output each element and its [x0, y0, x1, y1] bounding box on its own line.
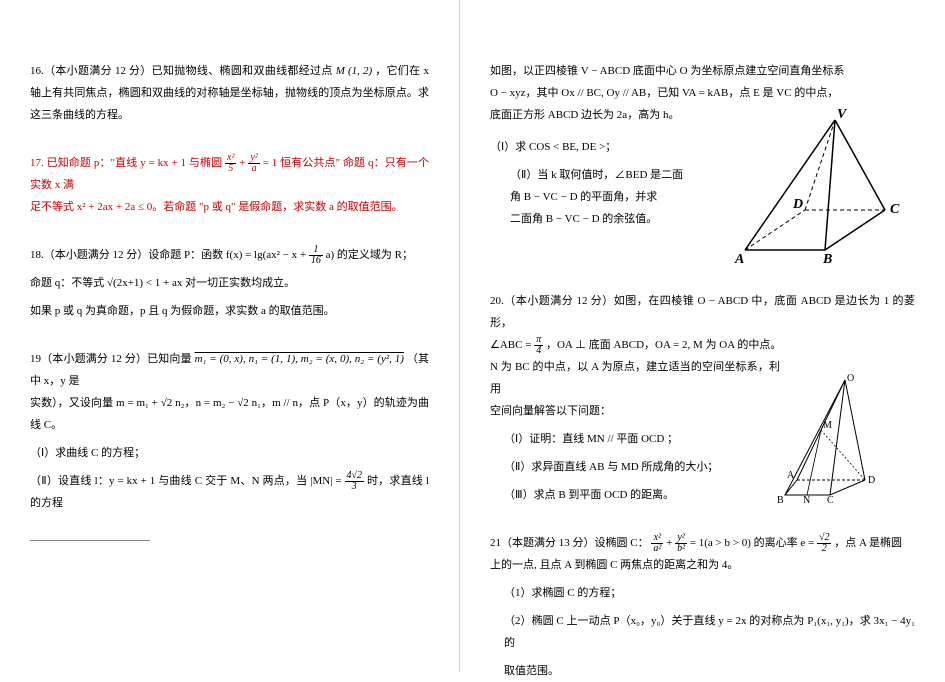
question-21: 21（本题满分 13 分）设椭圆 C： x² a² + y² b² = 1(a …: [490, 532, 915, 682]
lbl-o: O: [847, 373, 854, 384]
q20-line2: ∠ABC = π 4 ，OA ⊥ 底面 ABCD，OA = 2, M 为 OA …: [490, 334, 915, 356]
pyramid-oabcd-figure: O A B C D M N: [775, 375, 905, 505]
q17-text-a: 17. 已知命题 p："直线 y = kx + 1 与椭圆: [30, 157, 225, 169]
q18-frac: 1 16: [309, 245, 323, 266]
question-17: 17. 已知命题 p："直线 y = kx + 1 与椭圆 x² 5 + y² …: [30, 152, 429, 218]
q21-i: （1）求椭圆 C 的方程；: [490, 582, 915, 604]
q17-frac1-den: 5: [225, 164, 236, 174]
q19-i: （Ⅰ）求曲线 C 的方程；: [30, 442, 429, 464]
q17-frac2-den: a: [248, 164, 259, 174]
q16-text-a: 16.（本小题满分 12 分）已知抛物线、椭圆和双曲线都经过点: [30, 65, 336, 77]
q20-frac-den: 4: [534, 346, 543, 356]
edge-vc: [835, 120, 885, 210]
q19-prefix: 19（本小题满分 12 分）已知向量: [30, 353, 195, 365]
lbl-c: C: [827, 495, 834, 506]
edge-va: [745, 120, 835, 250]
q20-frac: π 4: [534, 335, 543, 356]
q17-frac2: y² a: [248, 153, 259, 174]
edge-ad-dashed: [745, 210, 805, 250]
q20-line3: N 为 BC 的中点，以 A 为原点，建立适当的空间坐标系，利用: [490, 356, 780, 400]
label-v: V: [837, 107, 848, 122]
lbl-n: N: [803, 495, 810, 506]
question-18: 18.（本小题满分 12 分）设命题 P：函数 f(x) = lg(ax² − …: [30, 244, 429, 322]
intro-i-text: （Ⅰ）求 COS < BE, DE >；: [490, 141, 616, 153]
q20-line2-a: ∠ABC =: [490, 339, 534, 351]
q17-plus: +: [239, 157, 248, 169]
left-footer-rule: [30, 540, 150, 541]
q18-qline: 命题 q：不等式 √(2x+1) < 1 + ax 对一切正实数均成立。: [30, 272, 429, 294]
intro-ii: （Ⅱ）当 k 取何值时，∠BED 是二面 角 B − VC − D 的平面角，并…: [490, 164, 690, 230]
q21-line2: 上的一点, 且点 A 到椭圆 C 两焦点的距离之和为 4。: [490, 554, 915, 576]
q21-e-den: 2: [817, 544, 832, 554]
q17-line2: 足不等式 x² + 2ax + 2a ≤ 0。若命题 "p 或 q" 是假命题，…: [30, 201, 403, 213]
label-d: D: [792, 197, 803, 212]
intro-ii-b: 角 B − VC − D 的平面角，并求: [510, 186, 690, 208]
q20-line2-b: ，OA ⊥ 底面 ABCD，OA = 2, M 为 OA 的中点。: [546, 339, 781, 351]
q19-line2: 实数），又设向量 m = m₁ + √2 n₂，n = m₂ − √2 n₁，m…: [30, 397, 429, 431]
q19-ii: （Ⅱ）设直线 l：y = kx + 1 与曲线 C 交于 M、N 两点，当 |M…: [30, 470, 429, 514]
q20-prefix: 20.（本小题满分 12 分）如图，在四棱锥 O − ABCD 中，底面 ABC…: [490, 290, 915, 334]
right-column: 如图，以正四棱锥 V − ABCD 底面中心 O 为坐标原点建立空间直角坐标系 …: [460, 0, 945, 672]
edge-abc: [745, 210, 885, 250]
lbl-d: D: [868, 475, 875, 486]
edge-od: [845, 380, 865, 480]
intro-ii-a: （Ⅱ）当 k 取何值时，∠BED 是二面: [510, 164, 690, 186]
q18-last: 如果 p 或 q 为真命题，p 且 q 为假命题，求实数 a 的取值范围。: [30, 300, 429, 322]
q18-text-a: 18.（本小题满分 12 分）设命题 P：函数 f(x) = lg(ax² − …: [30, 249, 309, 261]
q21-frac1-den: a²: [651, 544, 663, 554]
q17-frac1: x² 5: [225, 153, 236, 174]
label-a: A: [734, 252, 744, 267]
edge-oc: [830, 380, 845, 495]
page-container: 16.（本小题满分 12 分）已知抛物线、椭圆和双曲线都经过点 M (1, 2)…: [0, 0, 945, 672]
base-front: [785, 480, 865, 495]
q19-vecs: m₁ = (0, x), n₁ = (1, 1), m₂ = (x, 0), n…: [195, 353, 404, 365]
q19-ii-a: （Ⅱ）设直线 l：y = kx + 1 与曲线 C 交于 M、N 两点，当 |M…: [30, 475, 345, 487]
q21-efrac: √2 2: [817, 533, 832, 554]
q21-prefix: 21（本题满分 13 分）设椭圆 C：: [490, 537, 649, 549]
q21-frac2-den: b²: [675, 544, 687, 554]
q19-ii-den: 3: [345, 482, 365, 492]
q21-frac2: y² b²: [675, 533, 687, 554]
question-19: 19（本小题满分 12 分）已知向量 m₁ = (0, x), n₁ = (1,…: [30, 348, 429, 514]
intro-line1: 如图，以正四棱锥 V − ABCD 底面中心 O 为坐标原点建立空间直角坐标系: [490, 60, 915, 82]
edge-vd-dashed: [805, 120, 835, 210]
q21-after: ，点 A 是椭圆: [834, 537, 902, 549]
q21-iii: 取值范围。: [490, 660, 915, 682]
q18-after: a) 的定义域为 R；: [326, 249, 413, 261]
q18-frac-den: 16: [309, 256, 323, 266]
q21-eq: = 1(a > b > 0) 的离心率 e =: [690, 537, 817, 549]
question-16: 16.（本小题满分 12 分）已知抛物线、椭圆和双曲线都经过点 M (1, 2)…: [30, 60, 429, 126]
label-c: C: [890, 202, 900, 217]
q21-plus: +: [666, 537, 675, 549]
q21-frac1: x² a²: [651, 533, 663, 554]
left-column: 16.（本小题满分 12 分）已知抛物线、椭圆和双曲线都经过点 M (1, 2)…: [0, 0, 460, 672]
intro-ii-c: 二面角 B − VC − D 的余弦值。: [510, 208, 690, 230]
q21-ii: （2）椭圆 C 上一动点 P（x₀，y₀）关于直线 y = 2x 的对称点为 P…: [490, 610, 915, 654]
q19-ii-frac: 4√2 3: [345, 471, 365, 492]
edge-md: [821, 430, 865, 480]
q16-point: M (1, 2): [336, 65, 372, 77]
intro-line2: O − xyz，其中 Ox // BC, Oy // AB，已知 VA = kA…: [490, 82, 915, 104]
label-b: B: [822, 252, 832, 267]
lbl-m: M: [823, 420, 832, 431]
pyramid-vabcd-figure: V A B C D: [705, 110, 905, 270]
edge-vb: [825, 120, 835, 250]
lbl-b: B: [777, 495, 784, 506]
lbl-a: A: [787, 470, 795, 481]
